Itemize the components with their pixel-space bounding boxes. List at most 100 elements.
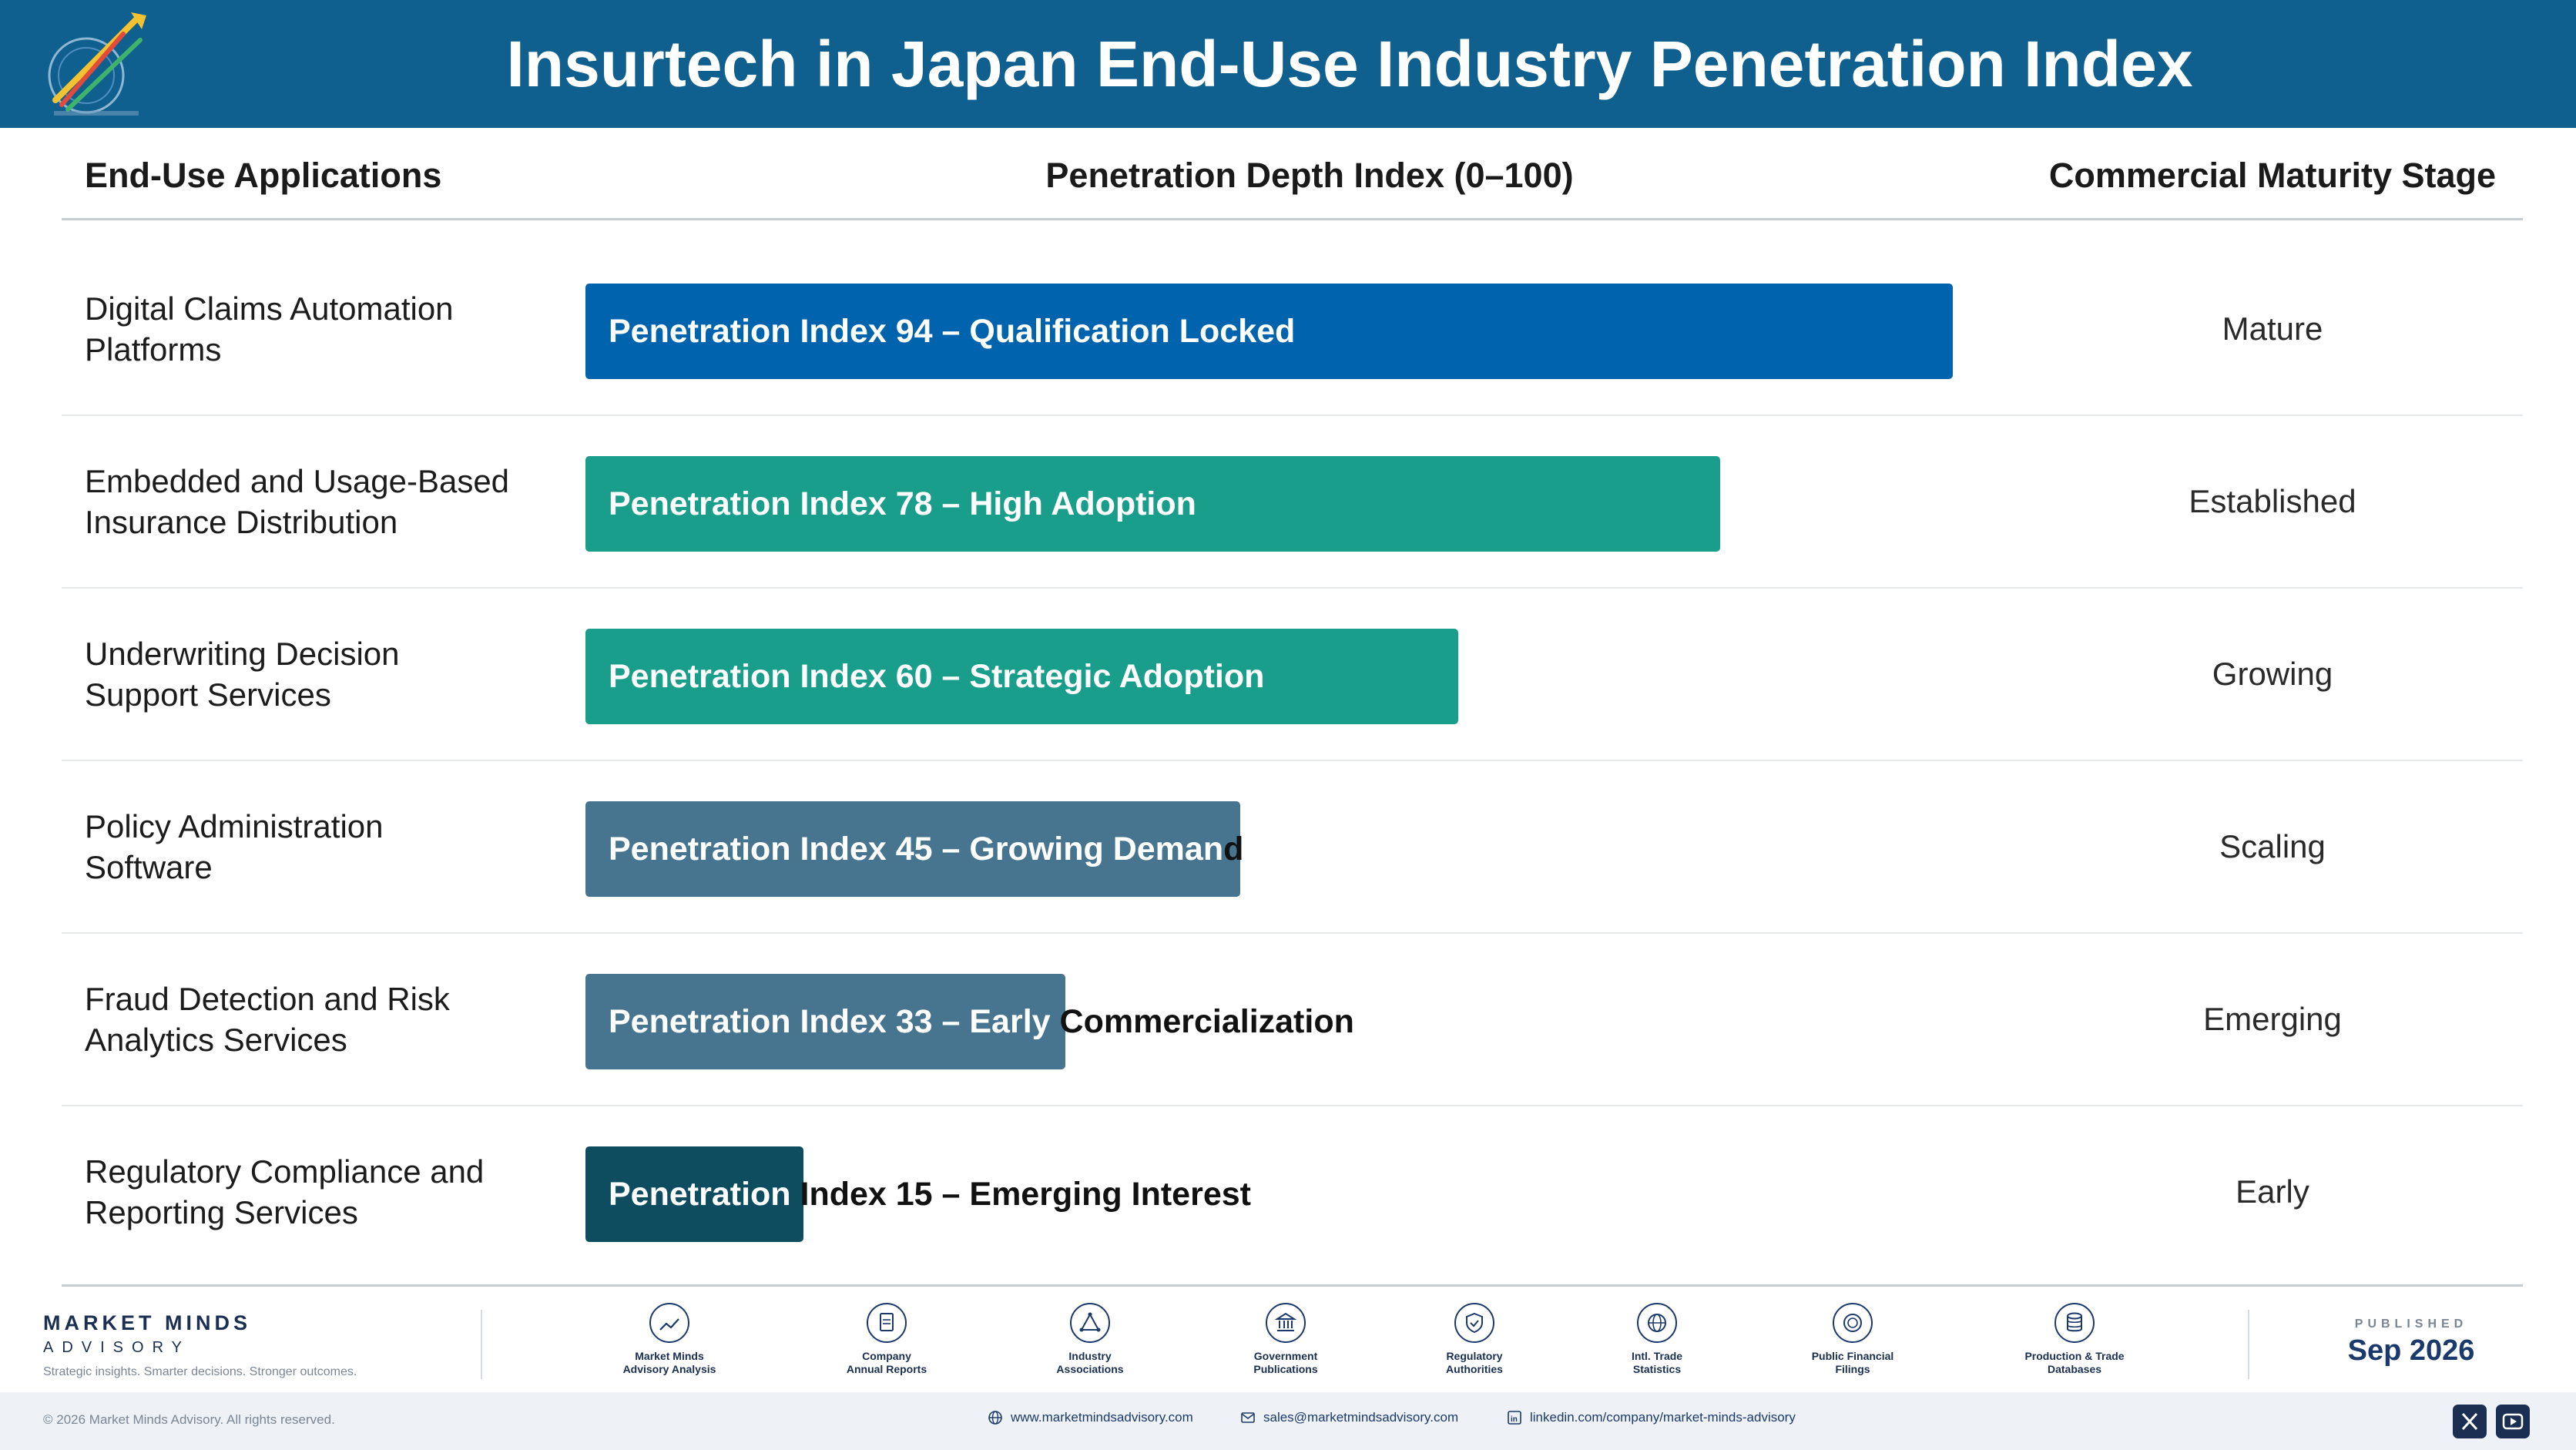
source-item: Company Annual Reports: [810, 1302, 964, 1376]
source-item: Regulatory Authorities: [1397, 1302, 1551, 1376]
category-label: Policy Administration Software: [85, 761, 578, 932]
source-label-line: Industry: [1068, 1350, 1112, 1362]
source-label-line: Publications: [1253, 1363, 1318, 1375]
bar: [585, 456, 1720, 552]
category-label-line: Embedded and Usage-Based: [85, 463, 510, 499]
category-label: Underwriting Decision Support Services: [85, 589, 578, 760]
page-title: Insurtech in Japan End-Use Industry Pene…: [506, 28, 2193, 100]
brand-subtitle: ADVISORY: [43, 1339, 190, 1356]
x-logo-icon: [2461, 1412, 2478, 1431]
maturity-stage: Emerging: [2203, 1001, 2342, 1037]
source-label-line: Intl. Trade: [1631, 1350, 1683, 1362]
row-divider: [62, 760, 2523, 761]
source-item: Public Financial Filings: [1776, 1302, 1930, 1376]
source-label-line: Production & Trade: [2024, 1350, 2125, 1362]
bar: [585, 284, 1953, 379]
category-label-line: Insurance Distribution: [85, 504, 398, 540]
source-label: Production & Trade Databases: [1997, 1350, 2152, 1376]
maturity-stage: Mature: [2222, 310, 2323, 347]
document-icon: [867, 1303, 907, 1343]
bar: [585, 1146, 803, 1242]
maturity-stage: Established: [2189, 483, 2356, 519]
copyright: © 2026 Market Minds Advisory. All rights…: [43, 1412, 335, 1427]
bar: [585, 629, 1458, 724]
source-label: Industry Associations: [1013, 1350, 1167, 1376]
x-social-button[interactable]: [2453, 1405, 2487, 1438]
source-label-line: Company: [862, 1350, 911, 1362]
source-label: Government Publications: [1209, 1350, 1363, 1376]
category-label: Fraud Detection and Risk Analytics Servic…: [85, 934, 578, 1105]
source-item: Market Minds Advisory Analysis: [592, 1302, 746, 1376]
category-label-line: Support Services: [85, 676, 331, 713]
published-date: Sep 2026: [2347, 1334, 2475, 1367]
coin-icon: [1833, 1303, 1873, 1343]
bar: [585, 801, 1240, 897]
data-label: Penetration Index 94 – Qualification Loc…: [609, 313, 1296, 350]
chart-row: Policy Administration Software Penetration…: [62, 761, 2523, 934]
row-divider: [62, 587, 2523, 589]
source-label-line: Public Financial: [1811, 1350, 1894, 1362]
category-label-line: Fraud Detection and Risk: [85, 981, 450, 1017]
published-label: PUBLISHED: [2354, 1317, 2468, 1331]
brand-tagline: Strategic insights. Smarter decisions. S…: [43, 1365, 357, 1378]
mail-icon: [1241, 1412, 1255, 1423]
footer-divider: [2248, 1310, 2249, 1379]
category-label-line: Reporting Services: [85, 1194, 358, 1230]
website-link[interactable]: www.marketmindsadvisory.com: [988, 1410, 1193, 1425]
row-divider: [62, 1105, 2523, 1106]
database-icon: [2054, 1303, 2095, 1343]
source-label-line: Associations: [1056, 1363, 1124, 1375]
maturity-stage: Growing: [2212, 656, 2333, 692]
source-label: Regulatory Authorities: [1397, 1350, 1551, 1376]
source-label-line: Government: [1253, 1350, 1318, 1362]
website-text: www.marketmindsadvisory.com: [1011, 1410, 1193, 1425]
source-label-line: Annual Reports: [846, 1363, 927, 1375]
chart-row: Embedded and Usage-Based Insurance Distri…: [62, 416, 2523, 589]
category-label: Regulatory Compliance and Reporting Servi…: [85, 1106, 578, 1277]
brand-name: MARKET MINDS: [43, 1311, 251, 1334]
source-label-line: Advisory Analysis: [622, 1363, 716, 1375]
shield-check-icon: [1454, 1303, 1494, 1343]
youtube-social-button[interactable]: [2496, 1405, 2530, 1438]
chart-row: Regulatory Compliance and Reporting Servi…: [62, 1106, 2523, 1279]
source-label-line: Filings: [1835, 1363, 1870, 1375]
globe-icon: [988, 1411, 1002, 1425]
email-text: sales@marketmindsadvisory.com: [1263, 1410, 1459, 1425]
category-label-line: Regulatory Compliance and: [85, 1153, 485, 1190]
maturity-stage: Scaling: [2219, 828, 2326, 864]
maturity-stage: Early: [2236, 1173, 2309, 1210]
globe-icon: [1637, 1303, 1677, 1343]
category-label: Digital Claims Automation Platforms: [85, 243, 578, 415]
source-item: Production & Trade Databases: [1997, 1302, 2152, 1376]
column-header-stage: Commercial Maturity Stage: [2048, 156, 2497, 195]
header-banner: Insurtech in Japan End-Use Industry Pene…: [0, 0, 2576, 128]
category-label-line: Policy Administration: [85, 808, 384, 844]
network-icon: [1070, 1303, 1110, 1343]
row-divider: [62, 932, 2523, 934]
bar: [585, 974, 1065, 1069]
linkedin-icon: in: [1508, 1411, 1521, 1425]
category-label-line: Software: [85, 849, 213, 885]
data-label: Penetration Index 78 – High Adoption: [609, 485, 1196, 522]
source-item: Intl. Trade Statistics: [1580, 1302, 1734, 1376]
category-label-line: Analytics Services: [85, 1022, 347, 1058]
source-item: Government Publications: [1209, 1302, 1363, 1376]
source-label: Market Minds Advisory Analysis: [592, 1350, 746, 1376]
footer-contact-band: [0, 1392, 2576, 1450]
trend-chart-icon: [649, 1303, 689, 1343]
header-divider: [62, 218, 2523, 220]
source-label-line: Authorities: [1446, 1363, 1503, 1375]
source-label: Intl. Trade Statistics: [1580, 1350, 1734, 1376]
source-label-line: Regulatory: [1446, 1350, 1503, 1362]
play-icon: [2502, 1413, 2524, 1430]
linkedin-link[interactable]: in linkedin.com/company/market-minds-adv…: [1507, 1410, 1796, 1425]
category-label-line: Underwriting Decision: [85, 636, 400, 672]
row-divider: [62, 415, 2523, 416]
footer: MARKET MINDS ADVISORY Strategic insights…: [0, 1294, 2576, 1450]
data-label: Penetration Index 33 – Early Commerciali…: [609, 1003, 1354, 1040]
column-header-depth: Penetration Depth Index (0–100): [1045, 156, 1574, 195]
category-label-line: Digital Claims Automation: [85, 290, 454, 327]
email-link[interactable]: sales@marketmindsadvisory.com: [1240, 1410, 1458, 1425]
source-label: Company Annual Reports: [810, 1350, 964, 1376]
footer-divider: [481, 1310, 482, 1379]
